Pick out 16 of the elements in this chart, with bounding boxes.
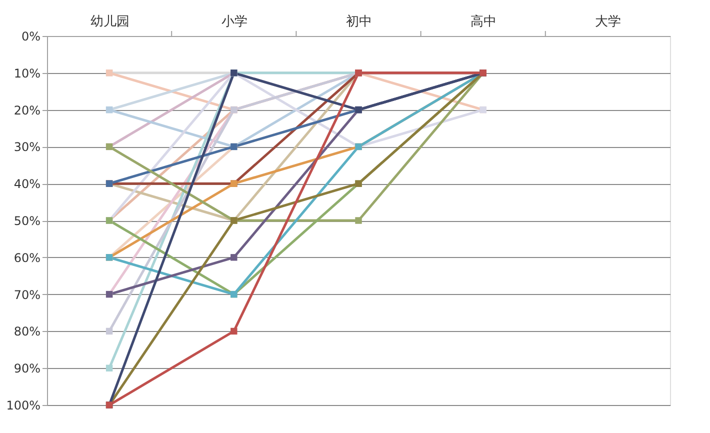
y-tick-label: 80% [14,324,40,339]
y-tick-label: 40% [14,177,40,192]
x-tick-label: 小学 [221,14,248,30]
x-tick-label: 高中 [470,14,497,30]
y-tick-label: 70% [14,288,40,302]
y-tick-label: 30% [14,140,40,154]
y-tick-label: 20% [14,103,40,118]
y-tick-label: 0% [21,30,40,44]
y-tick-label: 100% [6,398,40,412]
y-tick-label: 60% [14,250,40,265]
y-tick-label: 90% [14,362,40,376]
y-tick-label: 50% [14,214,40,228]
y-tick-label: 10% [14,66,40,80]
x-tick-label: 大学 [595,14,622,30]
x-tick-label: 幼儿园 [90,14,130,30]
x-tick-label: 初中 [346,14,372,30]
